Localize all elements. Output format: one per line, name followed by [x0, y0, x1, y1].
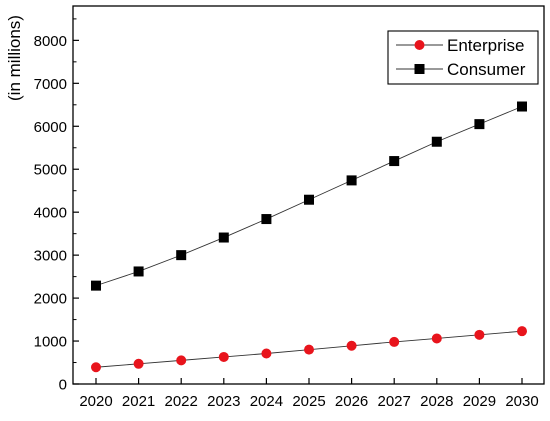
legend-box: [387, 30, 539, 85]
data-point: [346, 340, 357, 351]
y-tick-label: 8000: [34, 33, 67, 50]
legend-label: Consumer: [447, 60, 526, 79]
y-tick-label: 3000: [34, 248, 67, 265]
data-point: [218, 351, 229, 362]
data-point: [431, 136, 442, 147]
x-tick-label: 2030: [505, 393, 538, 410]
y-tick-label: 4000: [34, 205, 67, 222]
y-tick-label: 2000: [34, 291, 67, 308]
x-tick-label: 2021: [122, 393, 155, 410]
legend-marker: [414, 40, 425, 50]
x-tick-label: 2024: [250, 393, 283, 410]
y-tick-label: 7000: [34, 76, 67, 93]
data-point: [517, 101, 527, 112]
legend: Enterprise Consumer: [387, 30, 539, 85]
data-point: [346, 175, 357, 186]
plot-area: [91, 101, 527, 373]
series-consumer: [91, 101, 527, 291]
data-point: [517, 326, 527, 337]
data-point: [91, 362, 101, 373]
x-tick-label: 2028: [420, 393, 453, 410]
x-tick-label: 2023: [207, 393, 240, 410]
data-point: [474, 329, 485, 340]
y-tick-label: 0: [59, 377, 67, 394]
x-tick-label: 2022: [165, 393, 198, 410]
x-tick-label: 2027: [378, 393, 411, 410]
data-point: [133, 358, 144, 369]
data-point: [431, 333, 442, 344]
x-tick-label: 2026: [335, 393, 368, 410]
series-enterprise: [91, 326, 527, 373]
x-tick-label: 2029: [463, 393, 496, 410]
y-axis-label: (in millions): [5, 15, 24, 101]
x-tick-label: 2020: [79, 393, 112, 410]
data-point: [304, 194, 314, 205]
x-tick-label: 2025: [292, 393, 325, 410]
data-point: [389, 156, 400, 167]
data-point: [218, 232, 229, 243]
data-point: [176, 250, 187, 261]
data-point: [474, 119, 485, 130]
data-point: [91, 280, 101, 291]
axes: 0 1000 2000 3000 4000 5000 6000 7000 8000 2020 202…: [34, 5, 545, 410]
legend-marker: [414, 64, 425, 74]
data-point: [304, 344, 314, 355]
data-point: [261, 214, 272, 225]
data-point: [133, 266, 144, 277]
y-tick-label: 1000: [34, 334, 67, 351]
data-point: [176, 355, 187, 366]
y-tick-label: 6000: [34, 119, 67, 136]
data-point: [261, 348, 272, 359]
legend-label: Enterprise: [447, 36, 524, 55]
y-tick-label: 5000: [34, 162, 67, 179]
data-point: [389, 336, 400, 347]
